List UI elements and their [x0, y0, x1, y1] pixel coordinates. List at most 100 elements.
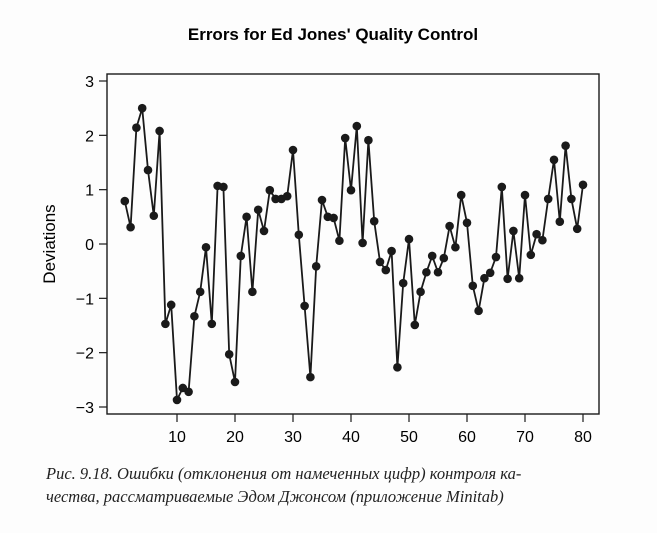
- y-tick-label: −1: [76, 291, 94, 308]
- data-point: [282, 191, 292, 201]
- x-tick-label: 80: [574, 429, 592, 446]
- data-point: [288, 145, 298, 155]
- y-tick-label: 3: [85, 74, 94, 91]
- data-point: [207, 319, 217, 329]
- data-point: [311, 261, 321, 271]
- data-point: [137, 103, 147, 113]
- x-tick-label: 20: [226, 429, 244, 446]
- data-point: [155, 126, 164, 136]
- data-point: [120, 196, 130, 206]
- data-point: [352, 121, 362, 131]
- data-point: [474, 306, 483, 316]
- data-point: [300, 301, 309, 311]
- data-point: [201, 242, 211, 252]
- data-point: [166, 300, 176, 310]
- data-point: [317, 195, 327, 205]
- data-point: [485, 268, 495, 278]
- data-point: [538, 235, 547, 245]
- data-point: [433, 267, 443, 277]
- data-point: [329, 213, 338, 223]
- data-point: [236, 251, 246, 261]
- data-point: [462, 218, 472, 228]
- data-point: [491, 252, 501, 262]
- data-point: [410, 320, 420, 330]
- data-point: [381, 265, 391, 275]
- data-point: [572, 224, 582, 234]
- data-point: [143, 165, 153, 175]
- x-tick-label: 50: [400, 429, 418, 446]
- data-point: [184, 387, 193, 397]
- data-point: [439, 253, 449, 263]
- data-point: [549, 155, 559, 165]
- data-point: [335, 236, 344, 246]
- data-point: [543, 194, 553, 204]
- data-point: [195, 287, 205, 297]
- data-point: [375, 257, 385, 267]
- data-point: [456, 190, 466, 200]
- figure-caption: Рис. 9.18. Ошибки (отклонения от намечен…: [46, 462, 646, 508]
- data-point: [427, 251, 437, 261]
- data-point: [578, 180, 588, 190]
- data-point: [230, 377, 240, 387]
- data-point: [509, 226, 518, 236]
- data-point: [224, 349, 234, 359]
- data-point: [422, 267, 431, 277]
- data-point: [358, 238, 367, 248]
- data-point: [364, 135, 373, 145]
- chart-title: Errors for Ed Jones' Quality Control: [188, 25, 478, 44]
- data-point: [369, 216, 379, 226]
- x-tick-label: 30: [284, 429, 302, 446]
- x-tick-label: 60: [458, 429, 476, 446]
- y-tick-label: 1: [85, 183, 94, 200]
- series-deviations: [120, 103, 588, 405]
- data-point: [416, 287, 425, 297]
- data-point: [567, 194, 576, 204]
- data-point: [561, 141, 570, 150]
- data-point: [468, 281, 478, 291]
- data-point: [340, 133, 350, 143]
- x-tick-label: 70: [516, 429, 534, 446]
- data-point: [306, 372, 315, 382]
- data-point: [161, 319, 170, 329]
- y-tick-label: 0: [85, 237, 94, 254]
- x-tick-label: 10: [168, 429, 186, 446]
- line-chart: Errors for Ed Jones' Quality Control 3 2 1…: [40, 25, 600, 446]
- data-point: [555, 217, 565, 227]
- y-tick-label: 2: [85, 128, 94, 145]
- data-point: [520, 190, 530, 200]
- data-point: [514, 273, 524, 283]
- data-point: [149, 211, 159, 221]
- data-point: [172, 395, 182, 405]
- data-point: [532, 229, 541, 239]
- series-line: [123, 107, 584, 401]
- data-point: [248, 287, 257, 297]
- y-tick-label: −3: [76, 400, 94, 417]
- data-point: [294, 230, 304, 240]
- data-point: [393, 363, 402, 372]
- x-tick-label: 40: [342, 429, 360, 446]
- data-point: [497, 182, 507, 192]
- caption-line-2: чества, рассматриваемые Эдом Джонсом (пр…: [46, 487, 504, 506]
- data-point: [404, 234, 414, 244]
- x-axis: 10 20 30 40 50 60 70 80: [168, 414, 592, 446]
- data-point: [480, 273, 489, 283]
- data-point: [219, 182, 228, 192]
- data-point: [387, 246, 396, 256]
- caption-line-1: Рис. 9.18. Ошибки (отклонения от намечен…: [46, 464, 522, 483]
- data-point: [445, 221, 454, 231]
- data-point: [526, 250, 536, 260]
- y-tick-label: −2: [76, 346, 94, 363]
- data-point: [253, 205, 263, 215]
- data-point: [346, 185, 356, 195]
- data-point: [503, 274, 512, 284]
- data-point: [398, 278, 408, 288]
- y-axis: 3 2 1 0 −1 −2 −3: [76, 74, 107, 417]
- y-axis-label: Deviations: [40, 204, 59, 283]
- data-point: [242, 212, 251, 222]
- data-point: [259, 226, 269, 236]
- data-point: [265, 185, 275, 195]
- data-point: [126, 222, 135, 232]
- data-point: [451, 242, 460, 252]
- data-point: [132, 123, 141, 133]
- data-point: [190, 311, 199, 321]
